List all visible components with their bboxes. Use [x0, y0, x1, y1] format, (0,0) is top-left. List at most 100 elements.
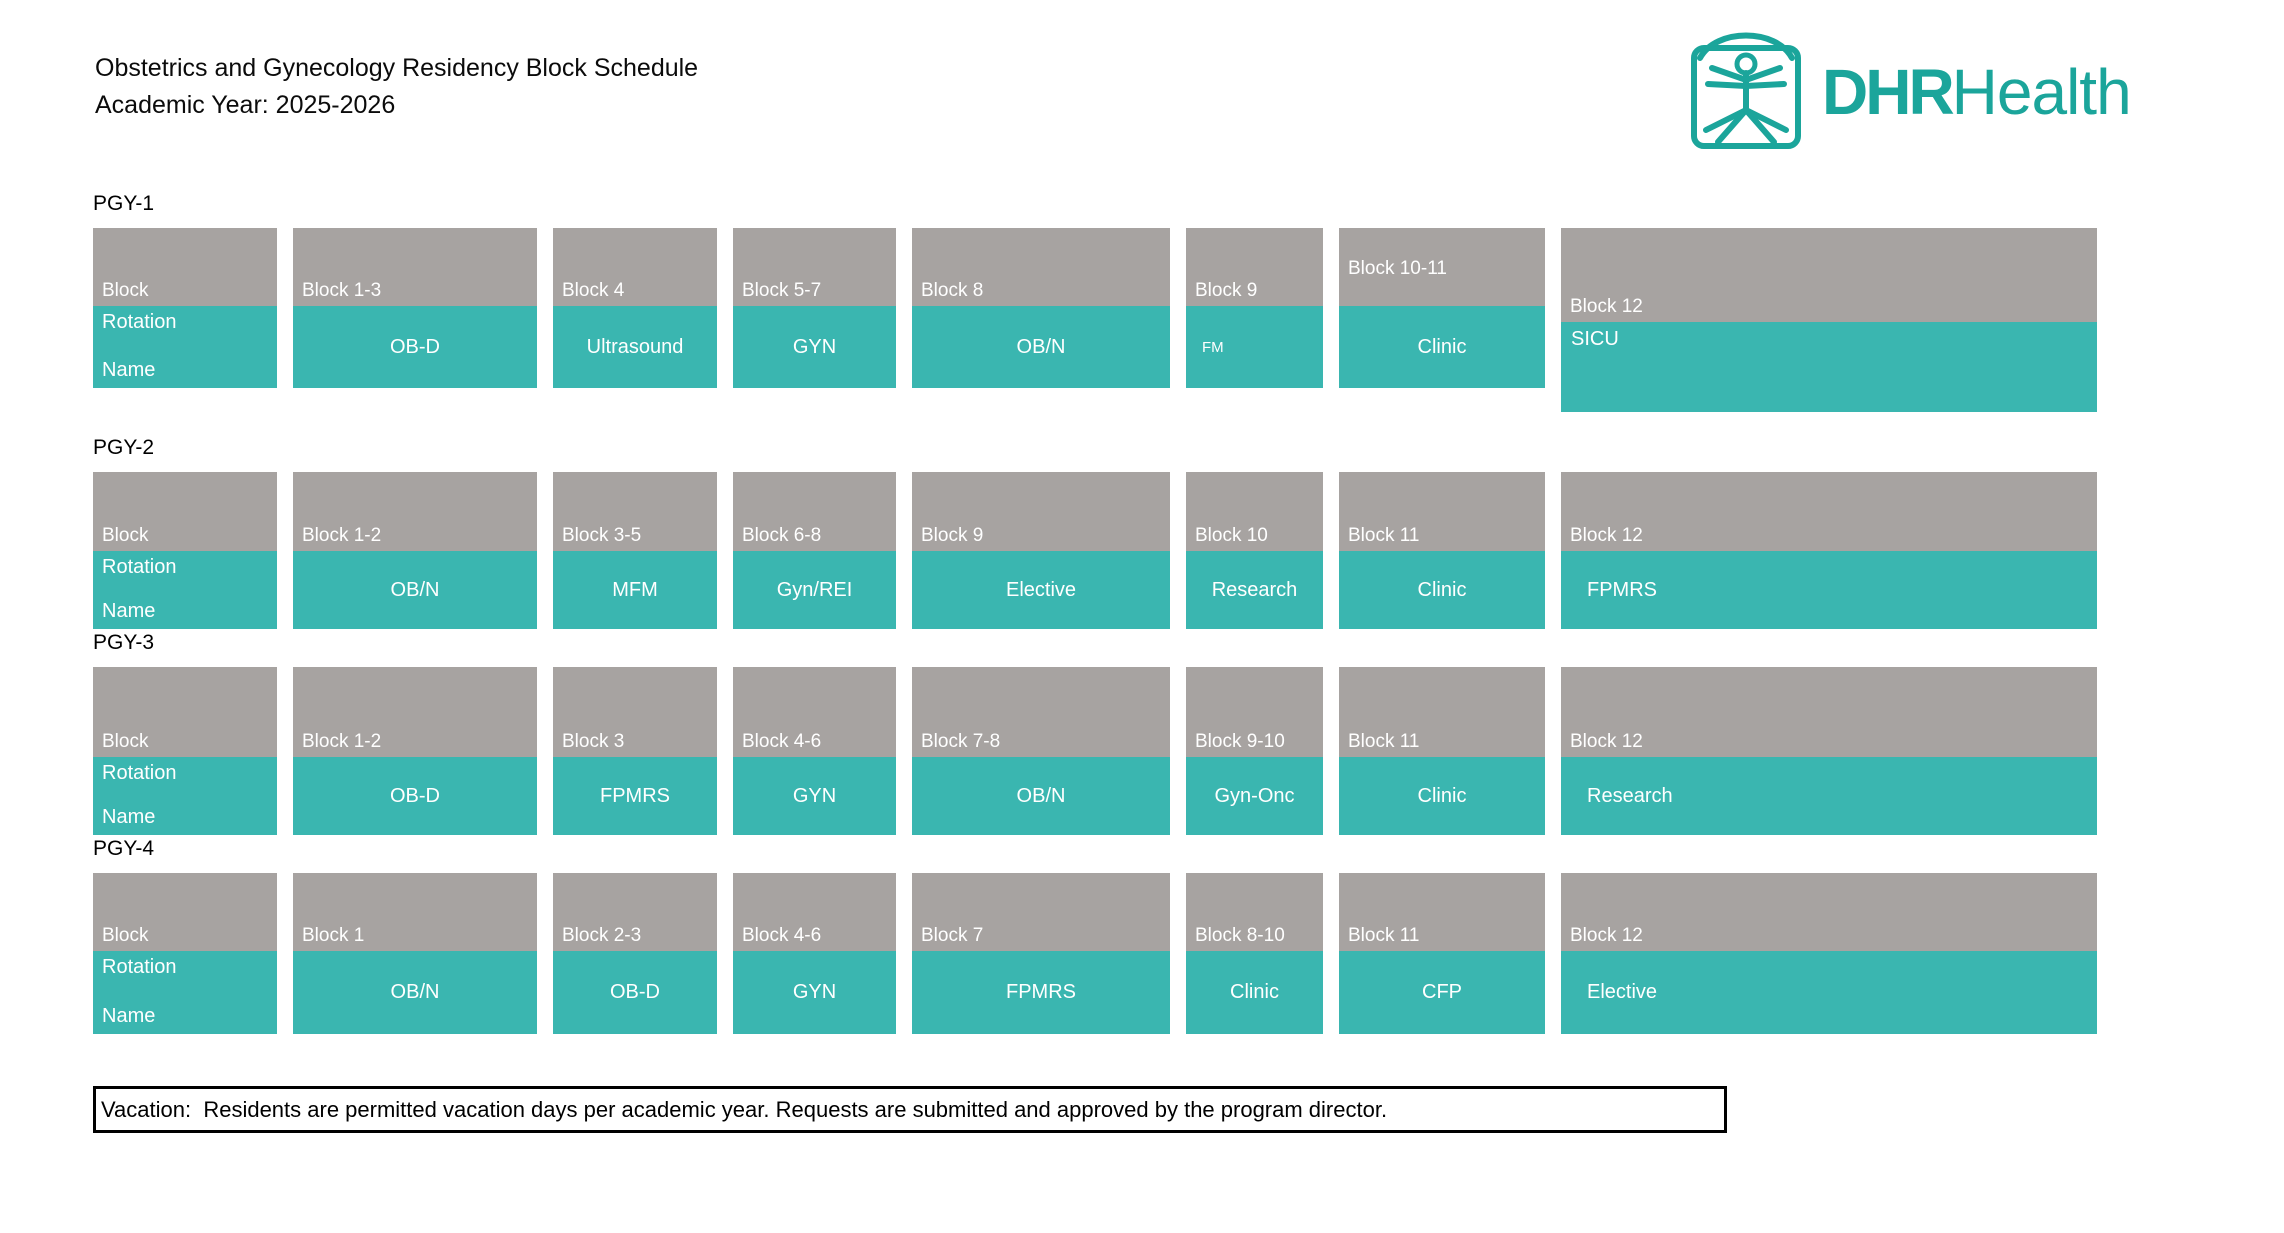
- block-cell: Block 9 FM: [1186, 228, 1323, 388]
- block-label: Block 11: [1339, 667, 1545, 757]
- rotation-name: Elective: [1561, 951, 2097, 1034]
- block-cell: Block 11 CFP: [1339, 873, 1545, 1034]
- block-label: Block 8: [912, 228, 1170, 306]
- legend-rotation-label: Rotation Name: [93, 306, 277, 388]
- rotation-name: MFM: [553, 551, 717, 629]
- rotation-name: OB/N: [293, 951, 537, 1034]
- pgy-3-row: Block Rotation Name Block 1-2 OB-D Block…: [93, 667, 2133, 835]
- block-cell: Block 2-3 OB-D: [553, 873, 717, 1034]
- block-label: Block 12: [1561, 667, 2097, 757]
- block-label: Block 4-6: [733, 873, 896, 951]
- block-cell: Block 1-2 OB/N: [293, 472, 537, 629]
- rotation-name: FPMRS: [912, 951, 1170, 1034]
- legend-rotation-label: Rotation Name: [93, 757, 277, 835]
- block-label: Block 2-3: [553, 873, 717, 951]
- block-label: Block 11: [1339, 472, 1545, 551]
- block-label: Block 8-10: [1186, 873, 1323, 951]
- rotation-name: OB/N: [912, 306, 1170, 388]
- block-cell: Block 1-3 OB-D: [293, 228, 537, 388]
- block-label: Block 1-2: [293, 472, 537, 551]
- legend-rotation-line2: Name: [102, 600, 156, 622]
- rotation-name: Elective: [912, 551, 1170, 629]
- rotation-name: OB/N: [293, 551, 537, 629]
- block-cell: Block 4-6 GYN: [733, 873, 896, 1034]
- rotation-name: Clinic: [1339, 757, 1545, 835]
- block-label: Block 12: [1561, 228, 2097, 322]
- rotation-name: SICU: [1561, 322, 2097, 412]
- block-cell: Block 8-10 Clinic: [1186, 873, 1323, 1034]
- legend-rotation-label: Rotation Name: [93, 551, 277, 629]
- rotation-name: Research: [1186, 551, 1323, 629]
- block-cell: Block 10-11 Clinic: [1339, 228, 1545, 388]
- legend-rotation-label: Rotation Name: [93, 951, 277, 1034]
- legend-rotation-line2: Name: [102, 359, 156, 381]
- rotation-name: Gyn-Onc: [1186, 757, 1323, 835]
- pgy-1-label: PGY-1: [93, 192, 155, 215]
- legend-rotation-line1: Rotation: [102, 311, 177, 333]
- dhr-health-logo: DHR Health: [1688, 26, 2132, 157]
- block-label: Block 9-10: [1186, 667, 1323, 757]
- rotation-name: Ultrasound: [553, 306, 717, 388]
- block-label: Block 3-5: [553, 472, 717, 551]
- rotation-name: OB/N: [912, 757, 1170, 835]
- block-cell: Block 4-6 GYN: [733, 667, 896, 835]
- rotation-name: FM: [1186, 306, 1323, 388]
- block-label: Block 7-8: [912, 667, 1170, 757]
- block-label: Block 4-6: [733, 667, 896, 757]
- pgy-4-label: PGY-4: [93, 837, 155, 860]
- pgy-4-section: PGY-4 Block Rotation Name Block 1 OB/N B…: [93, 835, 2133, 1034]
- block-cell: Block 5-7 GYN: [733, 228, 896, 388]
- block-label: Block 9: [912, 472, 1170, 551]
- legend-rotation-line2: Name: [102, 806, 156, 828]
- legend-rotation-line1: Rotation: [102, 556, 177, 578]
- pgy-2-row: Block Rotation Name Block 1-2 OB/N Block…: [93, 472, 2133, 629]
- rotation-name: Research: [1561, 757, 2097, 835]
- block-schedule-table: PGY-1 Block Rotation Name Block 1-3 OB-D…: [93, 190, 2133, 1034]
- legend-block-label: Block: [93, 873, 277, 951]
- rotation-name: OB-D: [553, 951, 717, 1034]
- pgy-2-label: PGY-2: [93, 436, 155, 459]
- block-label: Block 11: [1339, 873, 1545, 951]
- block-cell: Block 12 FPMRS: [1561, 472, 2097, 629]
- legend-rotation-line1: Rotation: [102, 762, 177, 784]
- block-label: Block 10: [1186, 472, 1323, 551]
- rotation-name: GYN: [733, 306, 896, 388]
- rotation-name: FPMRS: [553, 757, 717, 835]
- legend-cell: Block Rotation Name: [93, 873, 277, 1034]
- pgy-1-section: PGY-1 Block Rotation Name Block 1-3 OB-D…: [93, 190, 2133, 412]
- block-cell: Block 9-10 Gyn-Onc: [1186, 667, 1323, 835]
- block-cell: Block 3-5 MFM: [553, 472, 717, 629]
- block-label: Block 4: [553, 228, 717, 306]
- block-cell: Block 9 Elective: [912, 472, 1170, 629]
- block-cell: Block 1 OB/N: [293, 873, 537, 1034]
- block-cell: Block 7-8 OB/N: [912, 667, 1170, 835]
- block-cell: Block 1-2 OB-D: [293, 667, 537, 835]
- block-cell: Block 7 FPMRS: [912, 873, 1170, 1034]
- rotation-name: OB-D: [293, 306, 537, 388]
- rotation-name: CFP: [1339, 951, 1545, 1034]
- document-header: Obstetrics and Gynecology Residency Bloc…: [95, 50, 698, 124]
- legend-rotation-line1: Rotation: [102, 956, 177, 978]
- block-label: Block 12: [1561, 472, 2097, 551]
- rotation-name: FPMRS: [1561, 551, 2097, 629]
- block-cell: Block 4 Ultrasound: [553, 228, 717, 388]
- rotation-name: Clinic: [1186, 951, 1323, 1034]
- rotation-name: Clinic: [1339, 306, 1545, 388]
- block-cell: Block 10 Research: [1186, 472, 1323, 629]
- logo-text-dhr: DHR: [1822, 55, 1955, 128]
- rotation-name: Gyn/REI: [733, 551, 896, 629]
- legend-cell: Block Rotation Name: [93, 472, 277, 629]
- block-label: Block 1: [293, 873, 537, 951]
- legend-block-label: Block: [93, 228, 277, 306]
- block-cell: Block 12 Elective: [1561, 873, 2097, 1034]
- block-label: Block 1-3: [293, 228, 537, 306]
- block-cell: Block 6-8 Gyn/REI: [733, 472, 896, 629]
- pgy-1-row: Block Rotation Name Block 1-3 OB-D Block…: [93, 228, 2133, 412]
- block-label: Block 3: [553, 667, 717, 757]
- block-label: Block 5-7: [733, 228, 896, 306]
- block-cell: Block 11 Clinic: [1339, 667, 1545, 835]
- pgy-3-label: PGY-3: [93, 631, 155, 654]
- block-label: Block 10-11: [1339, 228, 1545, 306]
- page-title: Obstetrics and Gynecology Residency Bloc…: [95, 54, 699, 82]
